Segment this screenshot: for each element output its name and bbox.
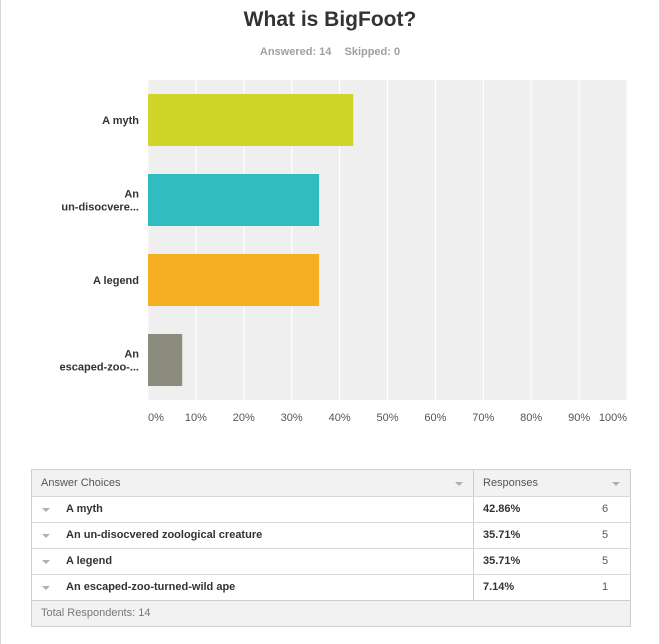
table-header-row: Answer Choices Responses xyxy=(32,470,630,496)
bar xyxy=(148,254,320,306)
x-tick-label: 60% xyxy=(424,412,446,424)
table-row: An escaped-zoo-turned-wild ape 7.14% 1 xyxy=(32,574,630,600)
answered-count: Answered: 14 xyxy=(259,46,332,58)
answer-choice-label: An escaped-zoo-turned-wild ape xyxy=(66,581,236,593)
answer-choice-label: A legend xyxy=(66,555,113,567)
x-tick-label: 40% xyxy=(329,412,351,424)
header-responses[interactable]: Responses xyxy=(483,477,539,489)
category-label: An xyxy=(124,189,139,201)
bar xyxy=(148,334,183,386)
response-stats: Answered: 14 Skipped: 0 xyxy=(0,46,660,58)
table-row: A myth 42.86% 6 xyxy=(32,496,630,522)
x-tick-label: 30% xyxy=(281,412,303,424)
sort-icon[interactable] xyxy=(612,482,620,486)
results-table: Answer Choices Responses A myth 42.86% 6… xyxy=(31,469,631,627)
x-tick-label: 20% xyxy=(233,412,255,424)
response-count: 1 xyxy=(602,581,609,593)
skipped-count: Skipped: 0 xyxy=(344,46,401,58)
answer-choice-label: A myth xyxy=(66,503,103,515)
table-row: An un-disocvered zoological creature 35.… xyxy=(32,522,630,548)
dropdown-triangle-icon[interactable] xyxy=(42,560,50,564)
column-divider xyxy=(473,523,474,548)
response-count: 6 xyxy=(602,503,609,515)
category-label: A legend xyxy=(93,275,139,287)
category-label: escaped-zoo-... xyxy=(60,362,139,374)
response-percent: 7.14% xyxy=(483,581,515,593)
frame-border-left xyxy=(0,0,1,644)
response-percent: 35.71% xyxy=(483,529,521,541)
header-answer-choices[interactable]: Answer Choices xyxy=(41,477,121,489)
x-tick-label: 100% xyxy=(599,412,627,424)
column-divider xyxy=(473,549,474,574)
response-percent: 35.71% xyxy=(483,555,521,567)
x-tick-label: 90% xyxy=(568,412,590,424)
x-tick-label: 80% xyxy=(520,412,542,424)
sort-icon[interactable] xyxy=(455,482,463,486)
category-label: An xyxy=(124,349,139,361)
table-row: A legend 35.71% 5 xyxy=(32,548,630,574)
dropdown-triangle-icon[interactable] xyxy=(42,508,50,512)
column-divider xyxy=(473,575,474,600)
response-count: 5 xyxy=(602,529,609,541)
total-respondents: Total Respondents: 14 xyxy=(41,607,151,619)
table-footer-row: Total Respondents: 14 xyxy=(32,600,630,626)
bar xyxy=(148,94,354,146)
x-tick-label: 0% xyxy=(148,412,164,424)
bar xyxy=(148,174,320,226)
category-label: un-disocvere... xyxy=(61,202,139,214)
x-tick-label: 10% xyxy=(185,412,207,424)
category-label: A myth xyxy=(102,115,139,127)
response-percent: 42.86% xyxy=(483,503,521,515)
answer-choice-label: An un-disocvered zoological creature xyxy=(66,529,263,541)
dropdown-triangle-icon[interactable] xyxy=(42,534,50,538)
response-count: 5 xyxy=(602,555,609,567)
x-tick-label: 70% xyxy=(472,412,494,424)
x-tick-label: 50% xyxy=(376,412,398,424)
column-divider xyxy=(473,470,474,496)
dropdown-triangle-icon[interactable] xyxy=(42,586,50,590)
column-divider xyxy=(473,497,474,522)
question-title: What is BigFoot? xyxy=(243,8,417,31)
